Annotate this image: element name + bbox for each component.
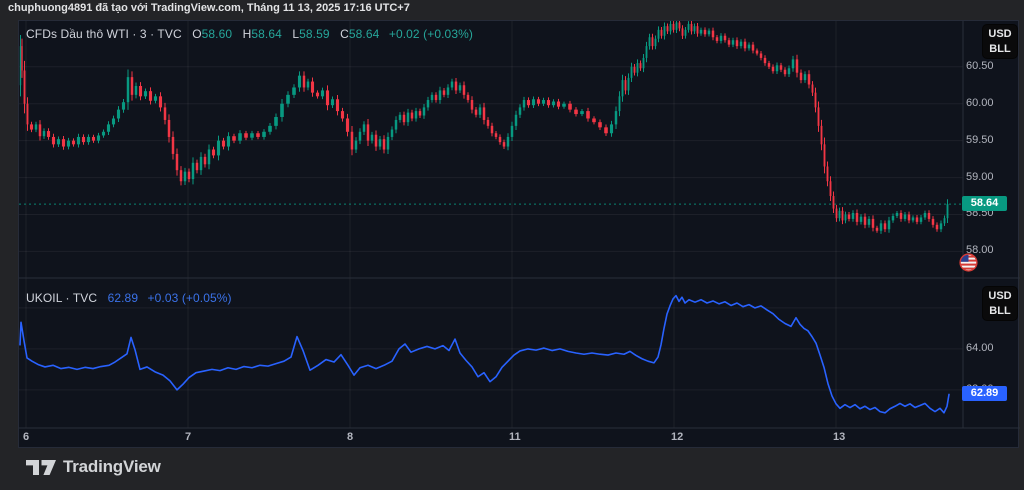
ukoil-unit-currency: USD	[988, 290, 1012, 302]
us-flag-icon[interactable]	[959, 253, 978, 272]
wti-unit-currency: USD	[988, 28, 1012, 40]
ukoil-change: +0.03 (+0.05%)	[147, 291, 232, 305]
wti-candles	[19, 21, 949, 234]
ohlc-open-value: 58.60	[201, 27, 233, 41]
time-tick-label: 12	[671, 431, 684, 443]
price-tick-label: 60.50	[966, 59, 994, 72]
ohlc-high-label: H	[242, 27, 252, 41]
wti-unit-measure: BLL	[989, 43, 1011, 55]
ukoil-unit-badge: USD BLL	[982, 286, 1018, 321]
ukoil-price-line	[19, 294, 950, 414]
tradingview-logo[interactable]: TradingView	[26, 456, 161, 478]
wti-legend[interactable]: CFDs Dầu thô WTI · 3 · TVC O58.60 H58.64…	[26, 27, 473, 41]
ukoil-current-price-label: 62.89	[962, 386, 1007, 401]
price-tick-label: 58.00	[966, 244, 994, 257]
wti-current-price-label: 58.64	[962, 196, 1007, 211]
ohlc-high-value: 58.64	[251, 27, 282, 41]
time-tick-label: 6	[23, 431, 30, 443]
chart-canvas[interactable]	[19, 21, 1020, 449]
wti-change: +0.02 (+0.03%)	[388, 27, 473, 41]
tradingview-logo-text: TradingView	[63, 457, 161, 476]
horizontal-gridlines	[19, 66, 963, 391]
tradingview-logo-icon	[26, 459, 56, 475]
price-tick-label: 59.50	[966, 133, 994, 146]
price-tick-label: 59.00	[966, 170, 994, 183]
ohlc-close-label: C	[340, 27, 349, 41]
vertical-gridlines	[25, 21, 837, 428]
wti-unit-badge: USD BLL	[982, 24, 1018, 59]
ukoil-symbol-title[interactable]: UKOIL · TVC	[26, 291, 98, 305]
time-tick-label: 7	[185, 431, 192, 443]
price-tick-label: 64.00	[966, 341, 994, 354]
ukoil-unit-measure: BLL	[989, 305, 1011, 317]
ukoil-last-price: 62.89	[107, 291, 139, 305]
wti-symbol-title[interactable]: CFDs Dầu thô WTI · 3 · TVC	[26, 27, 182, 41]
ohlc-open-label: O	[192, 27, 202, 41]
time-tick-label: 8	[347, 431, 354, 443]
attribution-text: chuphuong4891 đã tạo với TradingView.com…	[8, 2, 410, 14]
ohlc-low-value: 58.59	[299, 27, 330, 41]
ohlc-low-label: L	[292, 27, 300, 41]
time-tick-label: 13	[833, 431, 846, 443]
price-tick-label: 60.00	[966, 96, 994, 109]
chart-frame[interactable]	[18, 20, 1020, 449]
ohlc-close-value: 58.64	[348, 27, 380, 41]
time-tick-label: 11	[509, 431, 521, 443]
ukoil-legend[interactable]: UKOIL · TVC 62.89 +0.03 (+0.05%)	[26, 291, 232, 305]
